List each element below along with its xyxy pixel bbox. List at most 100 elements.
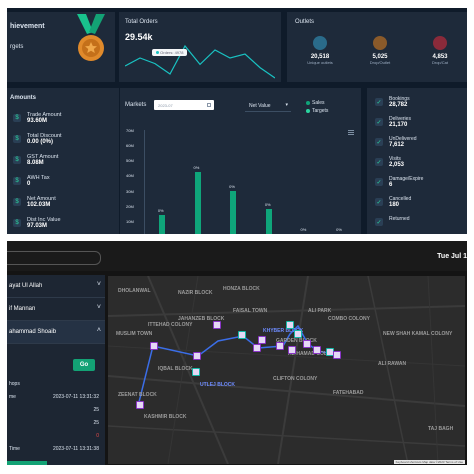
dollar-icon xyxy=(373,36,387,50)
amount-label: Net Amount xyxy=(27,196,56,202)
detail-row: 0 xyxy=(7,431,101,444)
status-value: 28,782 xyxy=(389,102,408,108)
amount-label: AWH Tax xyxy=(27,175,50,181)
map-marker-icon[interactable] xyxy=(193,352,201,360)
map-marker-icon[interactable] xyxy=(286,321,294,329)
check-icon: ✓ xyxy=(375,138,383,146)
progress-bar xyxy=(7,461,47,465)
map-marker-icon[interactable] xyxy=(253,344,261,352)
status-row: ✓ Damage/Expire 6 xyxy=(375,176,465,196)
status-value: 2,053 xyxy=(389,162,405,168)
go-button[interactable]: Go xyxy=(73,359,95,371)
status-label: Returned xyxy=(389,216,410,222)
markets-title: Markets xyxy=(125,102,147,108)
map-marker-icon[interactable] xyxy=(333,351,341,359)
map-marker-icon[interactable] xyxy=(136,401,144,409)
dollar-icon: $ xyxy=(13,198,21,206)
chevron-down-icon[interactable]: ˅ xyxy=(96,304,101,311)
search-input[interactable] xyxy=(7,251,101,265)
location-icon: ✓ xyxy=(375,158,383,166)
map-marker-icon[interactable] xyxy=(192,368,200,376)
hamburger-icon[interactable] xyxy=(348,130,354,135)
dashboard-screenshot: hievement rgets Total Orders 29.54k Orde… xyxy=(7,8,467,234)
user-name: ayat Ul Allah xyxy=(9,283,43,289)
map-marker-icon[interactable] xyxy=(258,336,266,344)
bar-data-label: 0% xyxy=(229,183,235,189)
amount-value: 0 xyxy=(27,181,31,187)
status-value: 21,170 xyxy=(389,122,408,128)
user-row[interactable]: if Mannan ˅ xyxy=(7,298,105,321)
amount-row: $ GST Amount 8.08M xyxy=(13,154,117,175)
map-area-label: ITTEHAD COLONY xyxy=(148,322,193,328)
status-label: Bookings xyxy=(389,96,410,102)
map-area-label: ALI PARK xyxy=(308,308,332,314)
chevron-up-icon[interactable]: ˄ xyxy=(96,327,101,334)
bar-sales[interactable] xyxy=(230,190,237,234)
tooltip-dot-icon xyxy=(156,51,159,54)
calendar-icon xyxy=(207,103,211,107)
total-orders-value: 29.54k xyxy=(125,32,153,42)
percent-icon: $ xyxy=(13,156,21,164)
user-row[interactable]: ayat Ul Allah ˅ xyxy=(7,275,105,298)
status-value: 6 xyxy=(389,182,393,188)
y-tick-label: 50M xyxy=(126,158,134,164)
status-label: Cancelled xyxy=(389,196,412,202)
map-marker-icon[interactable] xyxy=(313,346,321,354)
bar-data-label: 0% xyxy=(193,165,200,171)
map-area-label: IQBAL BLOCK xyxy=(158,366,193,372)
achievement-subtitle: rgets xyxy=(10,44,24,50)
detail-label: hops xyxy=(9,381,20,387)
date-picker[interactable]: 2023-07 xyxy=(154,100,214,110)
status-row: ✓ Bookings 28,782 xyxy=(375,96,465,116)
bar-sales[interactable] xyxy=(158,214,165,234)
map-attribution[interactable]: Keyboard shortcuts Map data ©2023 Terms … xyxy=(393,460,465,464)
map-area-label: ALI RAWAN xyxy=(378,361,407,367)
amounts-panel: Amounts $ Trade Amount 93.60M $ Total Discou… xyxy=(7,88,119,234)
bar-data-label: 0% xyxy=(300,227,307,233)
map-marker-icon[interactable] xyxy=(150,342,158,350)
amount-value: 0.00 (0%) xyxy=(27,139,54,145)
outlet-stat: 5,025 Drop/Outlet xyxy=(355,36,405,65)
map-marker-icon[interactable] xyxy=(276,342,284,350)
percent-icon: $ xyxy=(13,177,21,185)
user-name: ahammad Shoaib xyxy=(9,329,57,335)
detail-row: 25 xyxy=(7,418,101,431)
detail-value: 2023-07-11 13:31:38 xyxy=(52,446,99,452)
status-row: ✓ Cancelled 180 xyxy=(375,196,465,216)
total-orders-label: Total Orders xyxy=(125,19,158,25)
status-value: 180 xyxy=(389,202,400,208)
tooltip-text: Orders: 4978 xyxy=(160,50,184,55)
detail-row: hops xyxy=(7,379,101,392)
legend-targets[interactable]: Targets xyxy=(312,108,329,114)
close-icon: ✓ xyxy=(375,198,383,206)
map-view[interactable]: DHOLANWAL ITTEHAD COLONY MUSLIM TOWN JAHANZ… xyxy=(108,276,465,464)
map-marker-icon[interactable] xyxy=(294,330,302,338)
chevron-down-icon[interactable]: ˅ xyxy=(96,281,101,288)
bar-sales[interactable] xyxy=(194,172,201,234)
status-row: ✓ Returned xyxy=(375,216,465,234)
users-sidebar: ayat Ul Allah ˅ if Mannan ˅ ahammad Shoaib ˄ … xyxy=(7,275,105,465)
y-axis-line xyxy=(144,130,145,234)
outlet-label: Drop/Cat xyxy=(431,60,448,65)
achievement-card: hievement rgets xyxy=(7,12,115,82)
bar-sales[interactable] xyxy=(265,208,272,234)
map-area-label: JAHANZEB BLOCK xyxy=(178,316,225,322)
y-tick-label: 10M xyxy=(126,218,134,224)
detail-value: 25 xyxy=(93,420,99,426)
metric-select[interactable]: Net Value ▾ xyxy=(245,101,291,112)
map-marker-icon[interactable] xyxy=(303,340,311,348)
user-row[interactable]: ahammad Shoaib ˄ xyxy=(7,321,105,344)
map-marker-icon[interactable] xyxy=(288,346,296,354)
achievement-title: hievement xyxy=(10,23,45,30)
detail-value: 25 xyxy=(93,407,99,413)
amount-row: $ Total Discount 0.00 (0%) xyxy=(13,133,117,154)
amount-label: Dist Inc Value xyxy=(27,217,61,223)
total-orders-card: Total Orders 29.54k Orders: 4978 xyxy=(119,12,281,82)
map-marker-icon[interactable] xyxy=(238,331,246,339)
outlets-label: Outlets xyxy=(295,19,315,25)
legend-sales[interactable]: Sales xyxy=(312,100,325,106)
bar-data-label: 0% xyxy=(336,227,342,233)
detail-row: 25 xyxy=(7,405,101,418)
chart-legend: Sales Targets xyxy=(306,100,328,114)
map-marker-icon[interactable] xyxy=(213,321,221,329)
